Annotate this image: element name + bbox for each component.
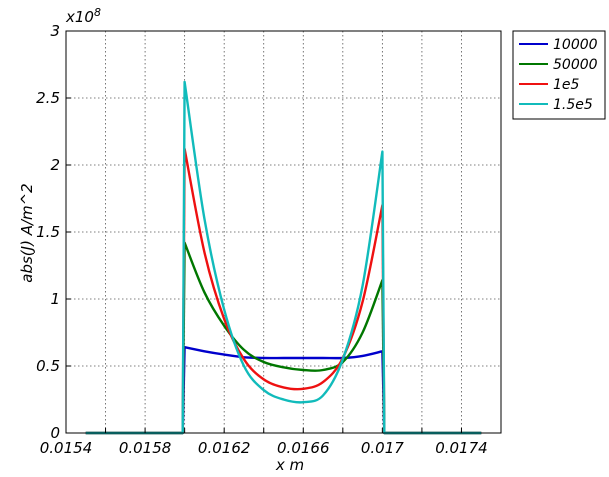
y-tick-label: 0 [50,424,60,442]
y-tick-label: 0.5 [36,357,60,375]
legend-entry-label: 1.5e5 [553,97,593,113]
y-axis-label: abs(J) A/m^2 [18,183,36,282]
x-tick-label: 0.017 [361,439,404,457]
series-line-1 [85,241,482,435]
series-line-2 [85,147,482,435]
x-tick-label: 0.0174 [435,439,488,457]
series-lines [85,80,482,435]
x-tick-label: 0.0158 [119,439,172,457]
x-tick-label: 0.0154 [40,439,93,457]
legend-entry-label: 50000 [553,57,598,73]
x-tick-label: 0.0166 [277,439,330,457]
series-line-3 [85,80,482,435]
series-line-0 [85,346,482,435]
legend: 10000 50000 1e5 1.5e5 [512,30,606,120]
axis-ticks: 0.0154 0.0158 0.0162 0.0166 0.017 0.0174 0 0.5 1… [36,22,488,457]
legend-entry-label: 10000 [553,37,598,53]
x-tick-label: 0.0162 [198,439,251,457]
y-tick-label: 1.5 [36,223,60,241]
y-tick-label: 3 [50,22,60,40]
y-tick-label: 2.5 [36,89,60,107]
x-axis-label: x m [275,456,304,474]
y-multiplier-label: x108 [65,6,101,26]
legend-entry-label: 1e5 [553,77,580,93]
y-tick-label: 2 [50,156,60,174]
y-tick-label: 1 [50,290,60,308]
